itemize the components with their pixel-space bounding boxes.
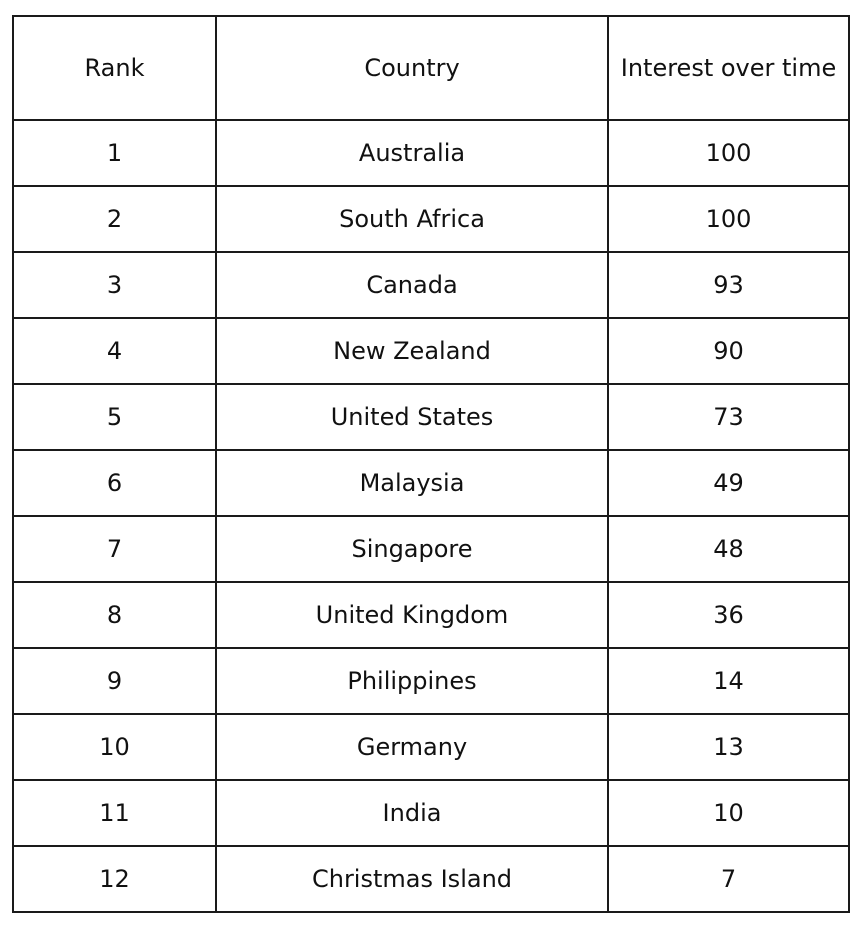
cell-country: Canada (215, 251, 609, 319)
cell-interest: 48 (607, 515, 850, 583)
cell-rank: 8 (12, 581, 217, 649)
table-row: 1 Australia 100 (12, 119, 850, 187)
table-row: 9 Philippines 14 (12, 647, 850, 715)
cell-rank: 4 (12, 317, 217, 385)
cell-country: Philippines (215, 647, 609, 715)
cell-rank: 2 (12, 185, 217, 253)
cell-country: Christmas Island (215, 845, 609, 913)
cell-country: Malaysia (215, 449, 609, 517)
table-row: 8 United Kingdom 36 (12, 581, 850, 649)
cell-rank: 11 (12, 779, 217, 847)
cell-country: Singapore (215, 515, 609, 583)
cell-interest: 13 (607, 713, 850, 781)
table-row: 2 South Africa 100 (12, 185, 850, 253)
cell-rank: 1 (12, 119, 217, 187)
cell-rank: 7 (12, 515, 217, 583)
table-row: 3 Canada 93 (12, 251, 850, 319)
cell-rank: 3 (12, 251, 217, 319)
table-body: 1 Australia 100 2 South Africa 100 3 Canada 93 4 N… (12, 119, 850, 913)
cell-interest: 73 (607, 383, 850, 451)
table-row: 5 United States 73 (12, 383, 850, 451)
cell-interest: 100 (607, 185, 850, 253)
cell-country: United Kingdom (215, 581, 609, 649)
cell-interest: 49 (607, 449, 850, 517)
cell-country: South Africa (215, 185, 609, 253)
cell-country: United States (215, 383, 609, 451)
cell-interest: 14 (607, 647, 850, 715)
cell-rank: 6 (12, 449, 217, 517)
cell-interest: 10 (607, 779, 850, 847)
table-row: 4 New Zealand 90 (12, 317, 850, 385)
header-interest-over-time: Interest over time (607, 15, 850, 121)
table-row: 11 India 10 (12, 779, 850, 847)
cell-interest: 90 (607, 317, 850, 385)
cell-interest: 36 (607, 581, 850, 649)
table-row: 12 Christmas Island 7 (12, 845, 850, 913)
table-header: Rank Country Interest over time (12, 15, 850, 121)
cell-country: Germany (215, 713, 609, 781)
cell-country: New Zealand (215, 317, 609, 385)
cell-rank: 10 (12, 713, 217, 781)
cell-rank: 12 (12, 845, 217, 913)
cell-country: India (215, 779, 609, 847)
header-rank: Rank (12, 15, 217, 121)
cell-interest: 100 (607, 119, 850, 187)
cell-rank: 5 (12, 383, 217, 451)
ranking-table: Rank Country Interest over time 1 Austral… (12, 15, 850, 913)
cell-rank: 9 (12, 647, 217, 715)
table-row: 6 Malaysia 49 (12, 449, 850, 517)
cell-interest: 93 (607, 251, 850, 319)
table-row: 7 Singapore 48 (12, 515, 850, 583)
header-row: Rank Country Interest over time (12, 15, 850, 121)
table-row: 10 Germany 13 (12, 713, 850, 781)
cell-country: Australia (215, 119, 609, 187)
header-country: Country (215, 15, 609, 121)
cell-interest: 7 (607, 845, 850, 913)
